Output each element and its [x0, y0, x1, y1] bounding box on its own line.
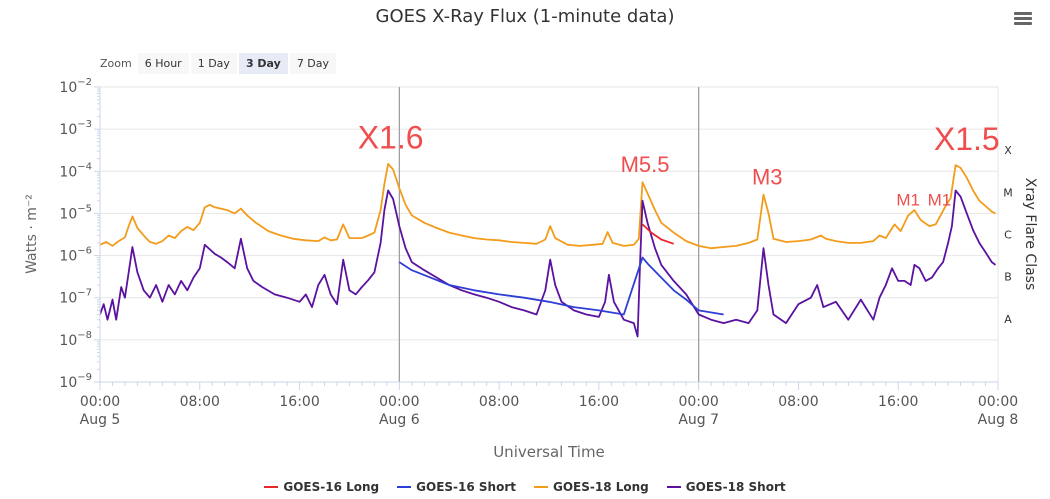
legend-label: GOES-18 Short	[685, 480, 786, 494]
plot-area	[99, 86, 999, 383]
y-axis-title: Watts · m⁻²	[24, 194, 40, 274]
flare-annotation: M3	[752, 165, 783, 190]
legend-swatch	[534, 486, 548, 488]
xray-flux-chart: 10−9 10−8 10−7 10−6 10−5 10−4 10−3 10−2 00:00 Aug…	[24, 77, 1038, 461]
flare-annotation: X1.5	[934, 121, 1000, 157]
y-tick-label: 10−4	[59, 161, 92, 180]
flare-class-label: C	[1004, 229, 1012, 242]
legend-label: GOES-16 Short	[416, 480, 516, 494]
x-tick-label: 08:00	[180, 394, 220, 410]
series-line-goes-16-short[interactable]	[398, 256, 724, 316]
y-tick-label: 10−3	[59, 119, 92, 138]
flare-annotation: M1	[928, 190, 952, 209]
series-line-goes-16-long[interactable]	[641, 223, 674, 245]
zoom-bar: Zoom 6 Hour 1 Day 3 Day 7 Day	[100, 52, 338, 74]
legend-swatch	[264, 486, 279, 488]
right-axis-title: Xray Flare Class	[1022, 178, 1038, 291]
legend-swatch	[397, 486, 412, 488]
x-tick-label: 00:00	[678, 394, 718, 410]
flare-class-label: M	[1003, 186, 1013, 199]
flare-class-label: B	[1004, 271, 1012, 284]
y-tick-label: 10−7	[59, 288, 92, 307]
zoom-7-day-button[interactable]: 7 Day	[289, 52, 337, 74]
legend-label: GOES-16 Long	[283, 480, 380, 494]
series-line-goes-18-long[interactable]	[100, 163, 996, 250]
x-tick-label: 16:00	[279, 394, 319, 410]
x-tick-label: 16:00	[878, 394, 918, 410]
legend-item-goes-16-short[interactable]: GOES-16 Short	[397, 480, 516, 494]
x-tick-label: 00:00	[379, 394, 419, 410]
legend-item-goes-18-long[interactable]: GOES-18 Long	[534, 480, 649, 494]
flare-annotation: M5.5	[621, 152, 670, 177]
chart-legend: GOES-16 Long GOES-16 Short GOES-18 Long GOE…	[0, 480, 1050, 494]
x-axis-title: Universal Time	[493, 443, 605, 461]
chart-title: GOES X-Ray Flux (1-minute data)	[375, 6, 675, 27]
zoom-6-hour-button[interactable]: 6 Hour	[137, 52, 189, 74]
x-tick-date-label: Aug 8	[978, 412, 1019, 428]
hamburger-menu-icon[interactable]	[1014, 12, 1032, 26]
x-tick-label: 00:00	[80, 394, 120, 410]
x-tick-label: 08:00	[479, 394, 519, 410]
flare-annotation: X1.6	[358, 120, 424, 156]
flare-annotation: M1	[896, 190, 920, 209]
legend-swatch	[666, 486, 681, 488]
flare-class-label: A	[1004, 313, 1012, 326]
x-tick-label: 08:00	[778, 394, 818, 410]
x-tick-label: 00:00	[978, 394, 1018, 410]
zoom-1-day-button[interactable]: 1 Day	[190, 52, 237, 74]
x-tick-date-label: Aug 5	[80, 412, 121, 428]
x-tick-label: 16:00	[579, 394, 619, 410]
legend-label: GOES-18 Long	[553, 480, 649, 494]
y-tick-label: 10−9	[59, 372, 92, 391]
y-tick-label: 10−6	[59, 246, 92, 265]
x-tick-date-label: Aug 7	[678, 412, 719, 428]
x-tick-date-label: Aug 6	[379, 412, 420, 428]
zoom-3-day-button[interactable]: 3 Day	[238, 52, 288, 74]
y-tick-label: 10−2	[59, 77, 92, 96]
y-tick-label: 10−5	[59, 203, 92, 222]
flare-class-label: X	[1004, 144, 1012, 157]
legend-item-goes-16-long[interactable]: GOES-16 Long	[264, 480, 379, 494]
series-line-goes-18-short[interactable]	[100, 189, 997, 338]
zoom-label: Zoom	[100, 56, 132, 70]
y-tick-label: 10−8	[59, 330, 92, 349]
legend-item-goes-18-short[interactable]: GOES-18 Short	[666, 480, 786, 494]
